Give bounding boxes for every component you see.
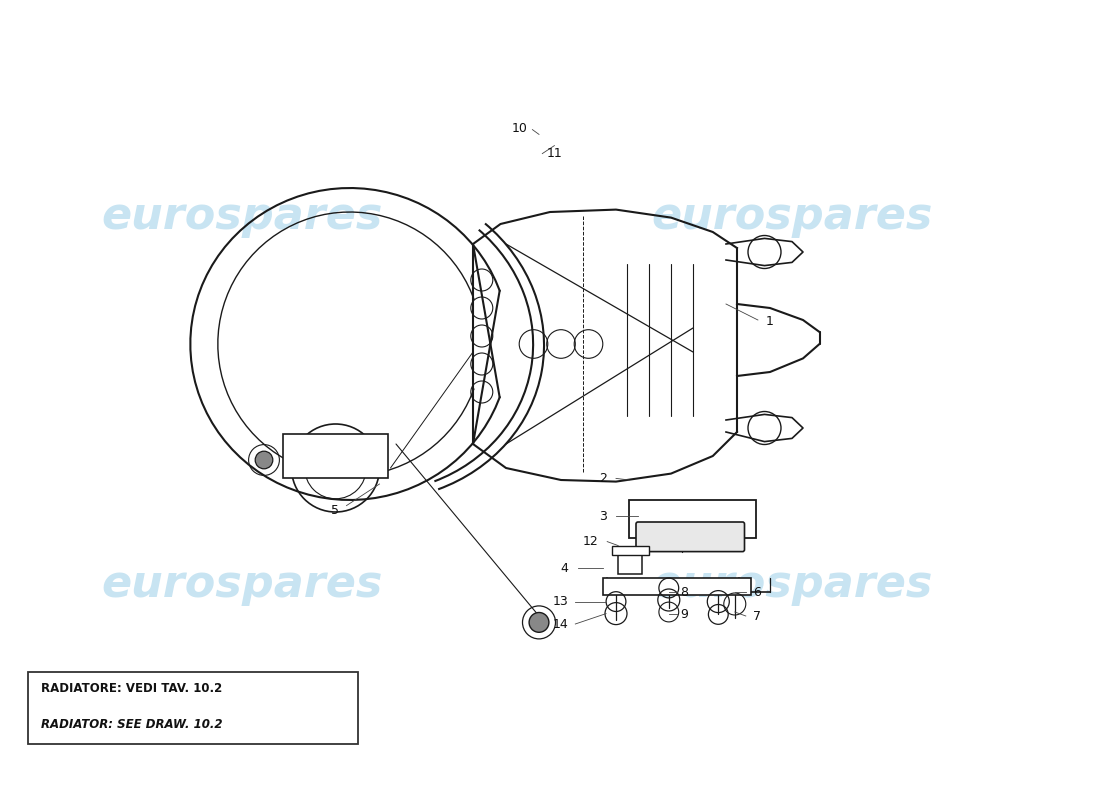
Text: eurospares: eurospares: [651, 194, 933, 238]
Text: 3: 3: [598, 510, 607, 522]
Text: 6: 6: [752, 586, 761, 598]
Text: 4: 4: [560, 562, 569, 574]
Bar: [612, 546, 649, 555]
Circle shape: [255, 451, 273, 469]
Text: 5: 5: [331, 504, 340, 517]
Bar: [629, 500, 756, 538]
Text: 10: 10: [512, 122, 527, 134]
Text: 8: 8: [680, 586, 689, 598]
FancyBboxPatch shape: [636, 522, 745, 552]
Text: eurospares: eurospares: [101, 194, 383, 238]
Text: 9: 9: [680, 608, 689, 621]
Text: 7: 7: [752, 610, 761, 622]
Text: eurospares: eurospares: [651, 562, 933, 606]
Text: eurospares: eurospares: [101, 562, 383, 606]
Text: 13: 13: [553, 595, 569, 608]
Text: 11: 11: [547, 147, 562, 160]
Text: 2: 2: [598, 472, 607, 485]
Circle shape: [529, 613, 549, 632]
Text: 14: 14: [553, 618, 569, 630]
Text: 12: 12: [583, 535, 598, 548]
Bar: [28, 672, 358, 744]
Text: RADIATORE: VEDI TAV. 10.2: RADIATORE: VEDI TAV. 10.2: [41, 682, 222, 694]
Text: RADIATOR: SEE DRAW. 10.2: RADIATOR: SEE DRAW. 10.2: [41, 718, 222, 730]
Bar: [283, 434, 388, 478]
Text: 1: 1: [766, 315, 774, 328]
Bar: [618, 550, 642, 574]
Bar: [603, 578, 751, 595]
